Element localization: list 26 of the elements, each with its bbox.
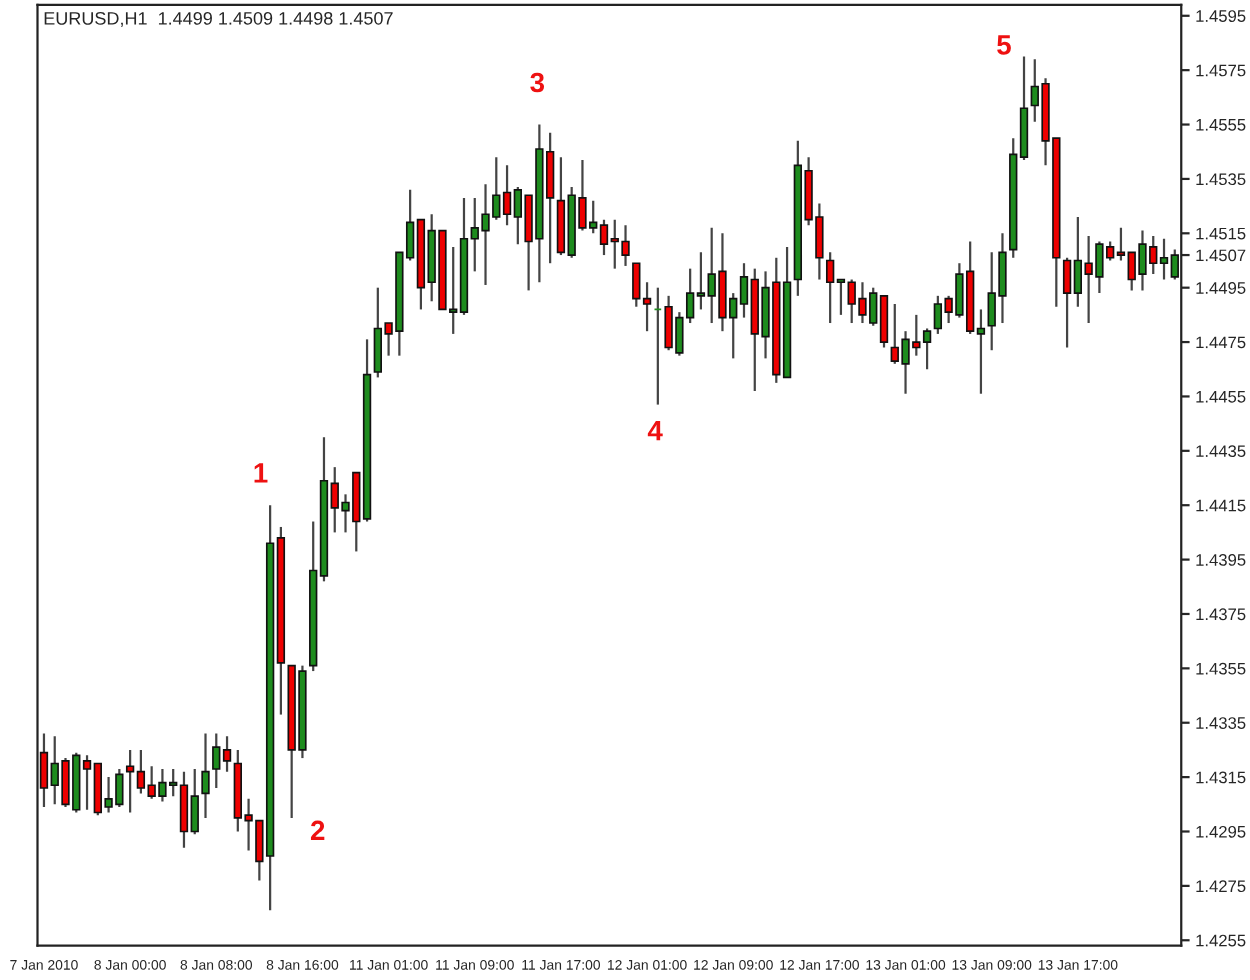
annotation: 4 bbox=[647, 421, 663, 441]
y-tick-label: 1.4435 bbox=[1196, 445, 1246, 458]
y-tick-label: 1.4335 bbox=[1196, 717, 1246, 729]
y-tick-label: 1.4455 bbox=[1196, 391, 1246, 403]
annotation: 3 bbox=[530, 72, 545, 93]
chart-title: EURUSD,H1 1.4499 1.4509 1.4498 1.4507 bbox=[44, 11, 393, 27]
annotation: 2 bbox=[310, 820, 325, 840]
annotation: 1 bbox=[254, 463, 268, 483]
y-tick-label: 1.4355 bbox=[1196, 662, 1246, 675]
candlestick bbox=[201, 732, 210, 820]
y-tick-label: 1.4515 bbox=[1196, 227, 1246, 240]
y-tick-label: 1.4295 bbox=[1196, 825, 1246, 838]
y-tick-label: 1.4275 bbox=[1196, 880, 1246, 893]
y-tick-label: 1.4375 bbox=[1196, 608, 1246, 621]
y-tick-label: 1.4395 bbox=[1196, 553, 1246, 566]
annotation: 5 bbox=[997, 35, 1011, 55]
y-tick-label: 1.4535 bbox=[1196, 173, 1246, 186]
y-tick-label: 1.4595 bbox=[1196, 10, 1246, 22]
y-tick-label: 1.4575 bbox=[1196, 64, 1246, 77]
y-tick-label: 1.4495 bbox=[1196, 282, 1246, 294]
y-tick-label: 1.4415 bbox=[1196, 499, 1246, 512]
y-tick-label: 1.4315 bbox=[1196, 771, 1246, 784]
y-tick-label: 1.4507 bbox=[1196, 249, 1246, 262]
y-tick-label: 1.4555 bbox=[1196, 119, 1246, 131]
y-tick-label: 1.4255 bbox=[1196, 934, 1246, 947]
y-tick-label: 1.4475 bbox=[1196, 336, 1246, 349]
